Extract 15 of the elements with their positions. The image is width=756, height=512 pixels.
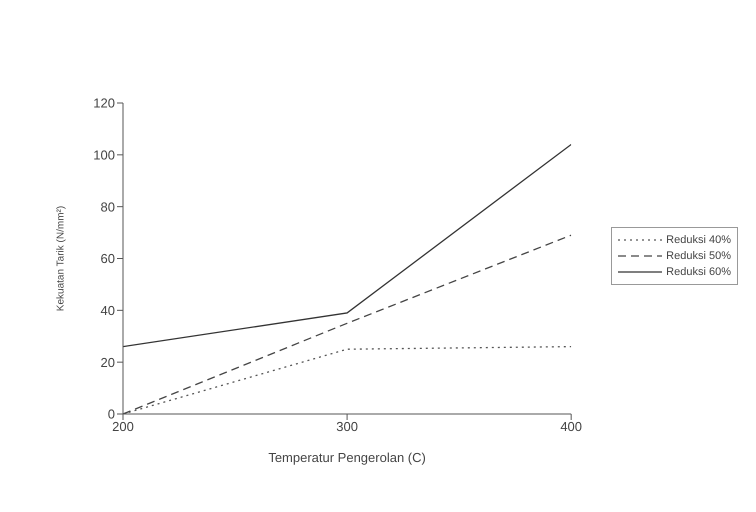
legend-label: Reduksi 40% (666, 233, 731, 248)
x-tick-label: 200 (112, 419, 134, 434)
y-tick-label: 0 (108, 406, 115, 422)
y-tick-label: 80 (100, 199, 115, 214)
x-tick-label: 300 (336, 419, 358, 434)
y-axis-title: Kekuatan Tarik (N/mm²) (56, 206, 67, 312)
x-tick-label: 400 (560, 419, 582, 434)
y-tick-label: 60 (100, 251, 115, 266)
y-tick-label: 20 (100, 354, 115, 370)
legend-label: Reduksi 60% (666, 265, 731, 280)
y-tick-label: 100 (93, 147, 115, 162)
y-tick-label: 120 (93, 96, 115, 111)
x-axis-title: Temperatur Pengerolan (C) (268, 450, 426, 465)
y-tick-label: 40 (100, 302, 115, 318)
legend-label: Reduksi 50% (666, 249, 731, 264)
